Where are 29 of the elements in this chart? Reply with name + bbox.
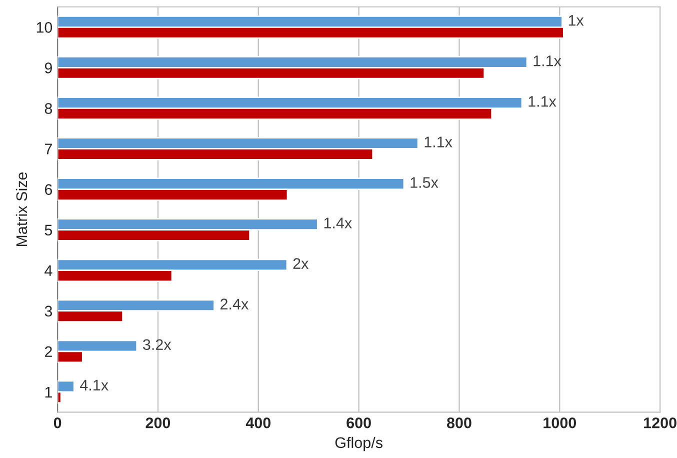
annotation: 1x	[568, 15, 584, 26]
annotation: 1.5x	[410, 177, 438, 188]
annotation: 2.4x	[220, 298, 248, 310]
y-tick-label: 4	[44, 265, 52, 276]
x-tick-label: 0	[54, 417, 62, 428]
y-tick-label: 8	[44, 103, 52, 114]
x-tick-label: 200	[146, 417, 170, 428]
annotation: 2x	[293, 258, 309, 269]
annotation: 1.1x	[424, 136, 452, 148]
x-tick-label: 600	[346, 417, 371, 428]
x-tick-label: 1200	[644, 417, 676, 428]
annotation: 3.2x	[143, 339, 172, 350]
annotation: 1.4x	[324, 218, 352, 228]
y-tick-label: 5	[44, 224, 52, 236]
x-tick-label: 800	[446, 417, 472, 428]
annotation: 1.1x	[534, 56, 562, 66]
y-tick-label: 9	[44, 62, 52, 74]
x-axis-title: Gflop/s	[335, 436, 382, 452]
annotation: 4.1x	[80, 380, 108, 390]
y-tick-label: 3	[44, 306, 52, 317]
y-tick-label: 7	[44, 144, 52, 154]
y-tick-label: 1	[45, 386, 52, 398]
y-tick-label: 6	[44, 184, 52, 195]
x-tick-label: 400	[246, 417, 271, 428]
y-axis-title: Matrix Size	[16, 172, 28, 246]
y-tick-label: 2	[44, 346, 52, 357]
y-tick-label: 10	[36, 22, 52, 33]
x-tick-label: 1000	[544, 417, 576, 428]
annotation: 1.1x	[528, 96, 556, 107]
